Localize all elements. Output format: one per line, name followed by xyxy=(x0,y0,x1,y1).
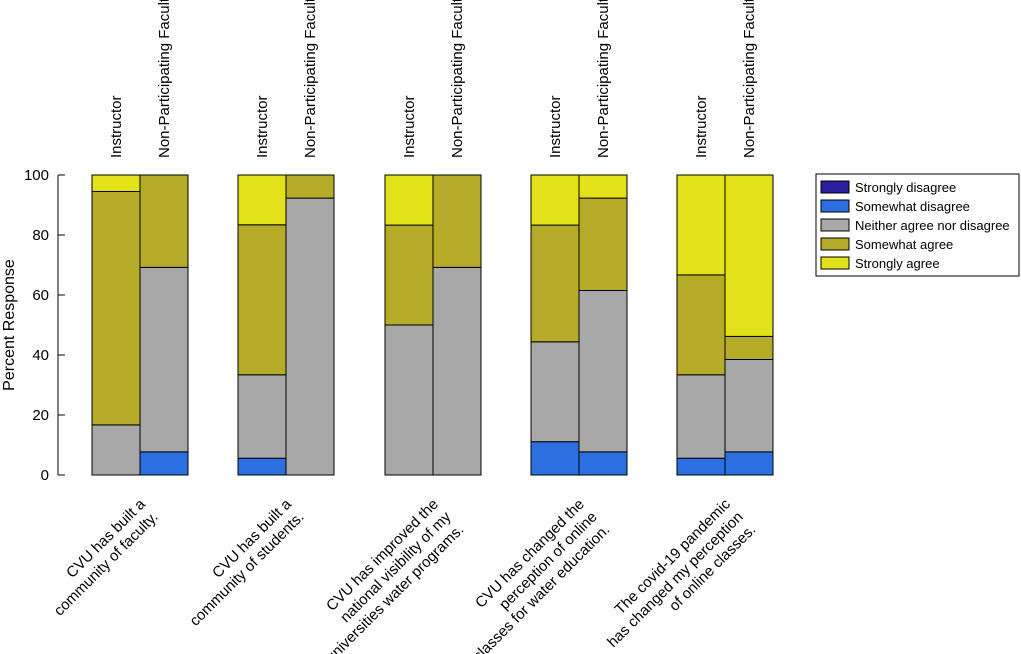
y-tick-label: 40 xyxy=(32,347,49,364)
bar-segment-g4-b1-neither-agree-nor-disagree xyxy=(530,341,580,443)
legend-swatch xyxy=(820,256,850,270)
y-tick-label: 20 xyxy=(32,407,49,424)
legend: Strongly disagree Somewhat disagree Neithe… xyxy=(815,173,1020,277)
bar-segment-g3-b2-neither-agree-nor-disagree xyxy=(432,266,482,476)
legend-swatch xyxy=(820,237,850,251)
bar-label: Instructor xyxy=(401,95,418,158)
y-tick-label: 60 xyxy=(32,287,49,304)
bar-segment-g5-b1-neither-agree-nor-disagree xyxy=(676,374,726,459)
category-label-line: community of students. xyxy=(186,509,307,630)
bar-segment-g2-b1-strongly-agree xyxy=(237,174,287,226)
bar-segment-g1-b1-strongly-agree xyxy=(91,174,141,192)
legend-label: Neither agree nor disagree xyxy=(855,218,1010,233)
y-axis-title: Percent Response xyxy=(1,259,18,391)
legend-swatch xyxy=(820,218,850,232)
bar-segment-g5-b2-neither-agree-nor-disagree xyxy=(724,359,774,453)
legend-label: Somewhat agree xyxy=(855,237,953,252)
bar-segment-g2-b1-somewhat-agree xyxy=(237,224,287,376)
category-label: CVU has improved thenational visibility … xyxy=(297,495,467,654)
bar-segment-g3-b1-strongly-agree xyxy=(384,174,434,226)
bar-label: Instructor xyxy=(693,95,710,158)
bar-segment-g5-b1-somewhat-agree xyxy=(676,274,726,376)
bar-label: Instructor xyxy=(254,95,271,158)
bar-segment-g5-b2-strongly-agree xyxy=(724,174,774,337)
bars-layer xyxy=(91,174,774,476)
bar-segment-g2-b2-somewhat-agree xyxy=(285,174,335,199)
bar-label: Non-Participating Faculty xyxy=(741,0,758,158)
bar-segment-g3-b2-somewhat-agree xyxy=(432,174,482,268)
bar-segment-g1-b1-somewhat-agree xyxy=(91,191,141,426)
legend-box xyxy=(815,173,1020,277)
bar-segment-g4-b2-strongly-agree xyxy=(578,174,628,199)
bar-label: Non-Participating Faculty xyxy=(449,0,466,158)
y-tick-label: 80 xyxy=(32,227,49,244)
bar-segment-g3-b1-somewhat-agree xyxy=(384,224,434,326)
bar-segment-g5-b2-somewhat-disagree xyxy=(724,451,774,476)
bar-label: Non-Participating Faculty xyxy=(302,0,319,158)
bar-segment-g4-b1-somewhat-agree xyxy=(530,224,580,343)
bar-segment-g1-b2-somewhat-disagree xyxy=(139,451,189,476)
legend-label: Somewhat disagree xyxy=(855,199,970,214)
bar-segment-g1-b2-neither-agree-nor-disagree xyxy=(139,266,189,453)
bar-segment-g2-b1-somewhat-disagree xyxy=(237,457,287,476)
bar-segment-g4-b2-neither-agree-nor-disagree xyxy=(578,290,628,453)
legend-label: Strongly agree xyxy=(855,256,940,271)
category-label: CVU has built acommunity of faculty. xyxy=(38,495,162,619)
legend-swatch xyxy=(820,180,850,194)
category-label: The covid-19 pandemichas changed my perc… xyxy=(591,495,759,654)
bar-label: Non-Participating Faculty xyxy=(595,0,612,158)
bar-segment-g4-b2-somewhat-disagree xyxy=(578,451,628,476)
bar-segment-g4-b1-strongly-agree xyxy=(530,174,580,226)
legend-label: Strongly disagree xyxy=(855,180,956,195)
category-label-line: has changed my perception xyxy=(604,509,746,651)
bar-segment-g5-b1-strongly-agree xyxy=(676,174,726,276)
legend-swatch xyxy=(820,199,850,213)
bar-segment-g4-b2-somewhat-agree xyxy=(578,197,628,292)
bar-label: Instructor xyxy=(108,95,125,158)
category-label-line: national visibility of my xyxy=(337,508,455,626)
y-tick-label: 100 xyxy=(24,167,49,184)
bar-label: Instructor xyxy=(547,95,564,158)
category-label: CVU has built acommunity of students. xyxy=(174,495,308,629)
bar-segment-g5-b1-somewhat-disagree xyxy=(676,457,726,476)
bar-segment-g4-b1-somewhat-disagree xyxy=(530,441,580,476)
bar-label: Non-Participating Faculty xyxy=(156,0,173,158)
y-tick-label: 0 xyxy=(41,467,49,484)
category-label: CVU has changed theperception of onlinec… xyxy=(444,496,613,654)
bar-segment-g5-b2-somewhat-agree xyxy=(724,335,774,360)
bar-segment-g2-b2-neither-agree-nor-disagree xyxy=(285,197,335,476)
bar-segment-g2-b1-neither-agree-nor-disagree xyxy=(237,374,287,459)
bar-segment-g3-b1-neither-agree-nor-disagree xyxy=(384,324,434,476)
bar-segment-g1-b1-neither-agree-nor-disagree xyxy=(91,424,141,476)
axes-layer: 0 20 40 60 80 100 Percent Response xyxy=(1,167,65,484)
bar-segment-g1-b2-somewhat-agree xyxy=(139,174,189,268)
